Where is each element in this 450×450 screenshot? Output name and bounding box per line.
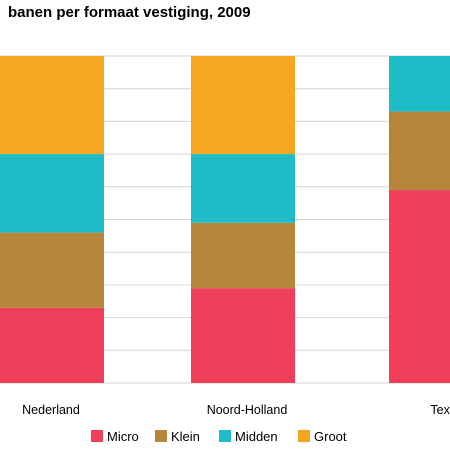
legend-label-midden: Midden (235, 429, 278, 444)
bar-segment-klein (389, 111, 450, 191)
x-tick-label: Texel (430, 403, 450, 417)
bars (0, 56, 450, 383)
bar-segment-midden (0, 154, 104, 233)
legend: Micro Klein Midden Groot (91, 429, 347, 444)
x-tick-label: Nederland (22, 403, 80, 417)
legend-swatch-micro (91, 430, 103, 442)
chart-title: banen per formaat vestiging, 2009 (8, 4, 251, 21)
bar-segment-micro (191, 288, 295, 383)
bar-segment-micro (0, 307, 104, 383)
bar-segment-midden (191, 154, 295, 223)
bar-segment-klein (191, 222, 295, 289)
legend-label-groot: Groot (314, 429, 347, 444)
legend-swatch-midden (219, 430, 231, 442)
x-tick-label: Noord-Holland (207, 403, 288, 417)
legend-label-micro: Micro (107, 429, 139, 444)
bar-segment-micro (389, 190, 450, 383)
bar-segment-groot (0, 56, 104, 155)
bar-segment-groot (191, 56, 295, 155)
bar-segment-klein (0, 232, 104, 308)
legend-label-klein: Klein (171, 429, 200, 444)
legend-swatch-groot (298, 430, 310, 442)
bar-segment-midden (389, 56, 450, 112)
x-axis-ticks: Nederland Noord-Holland Texel (22, 403, 450, 417)
legend-swatch-klein (155, 430, 167, 442)
